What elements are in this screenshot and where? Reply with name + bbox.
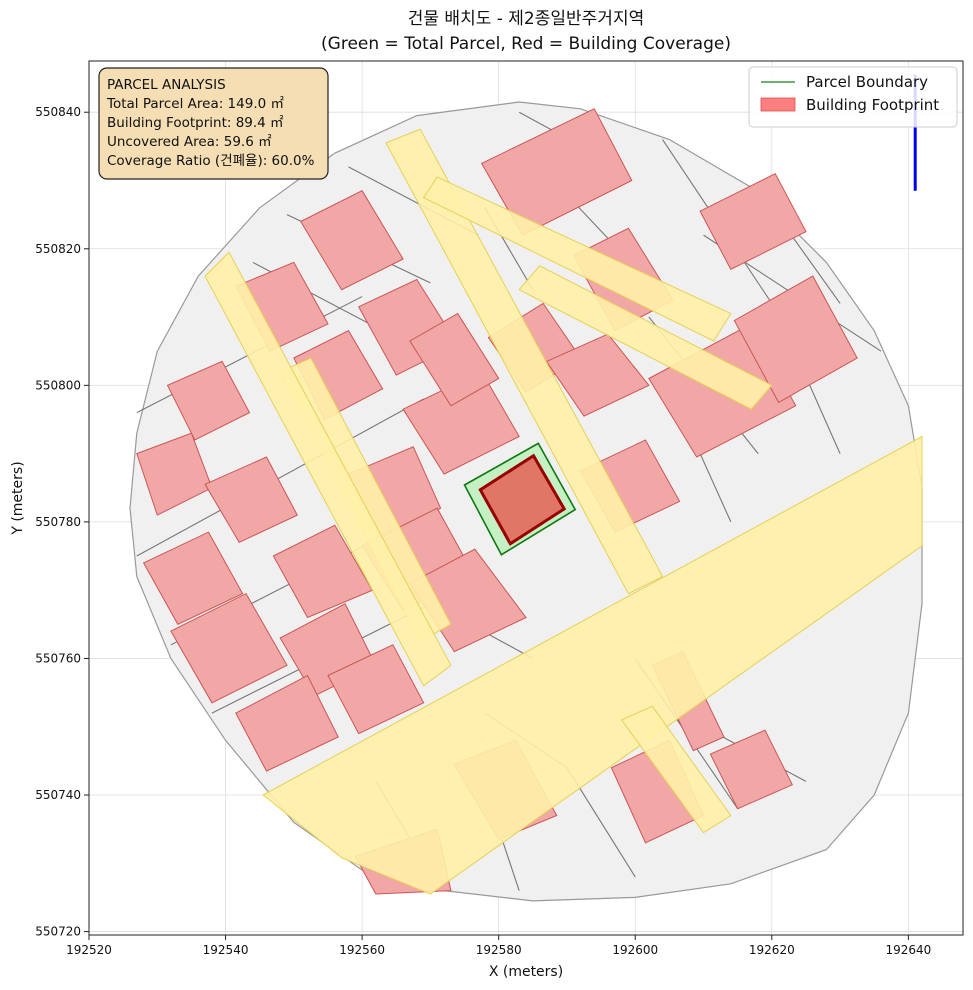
legend-building-label: Building Footprint	[806, 96, 939, 114]
y-tick-label: 550760	[35, 651, 81, 665]
lot-line	[136, 398, 424, 557]
context-building	[166, 360, 251, 441]
context-building	[709, 729, 793, 810]
x-tick-label: 192580	[476, 943, 522, 957]
y-tick-label: 550820	[35, 242, 81, 256]
subject-building	[478, 453, 567, 546]
legend: Parcel Boundary Building Footprint	[748, 66, 958, 128]
legend-building-swatch	[760, 97, 796, 112]
x-tick-label: 192620	[749, 943, 795, 957]
x-tick-label: 192540	[203, 943, 249, 957]
roads-layer	[204, 128, 923, 895]
y-tick-label: 550740	[35, 788, 81, 802]
road	[385, 128, 664, 595]
x-axis-label: X (meters)	[489, 964, 563, 980]
parcel-analysis-box: PARCEL ANALYSIS Total Parcel Area: 149.0…	[98, 67, 329, 180]
info-line-footprint: Building Footprint: 89.4 ㎡	[107, 115, 284, 131]
y-tick-label: 550720	[35, 925, 81, 939]
x-axis-ticks: 192520 192540 192560 192580 192600 192620 1926…	[66, 935, 931, 957]
legend-parcel-label: Parcel Boundary	[806, 73, 928, 91]
context-building	[235, 674, 339, 772]
x-tick-label: 192600	[612, 943, 658, 957]
context-building	[733, 275, 858, 404]
info-line-coverage-ratio: Coverage Ratio (건폐율): 60.0%	[107, 153, 315, 169]
x-tick-label: 192560	[339, 943, 385, 957]
plot-frame	[88, 60, 964, 936]
y-axis-ticks: 550720 550740 550760 550780 550800 550820 5508…	[35, 105, 89, 939]
info-line-uncovered: Uncovered Area: 59.6 ㎡	[107, 134, 272, 150]
context-building	[409, 312, 500, 407]
context-building	[299, 190, 404, 291]
x-tick-label: 192520	[66, 943, 112, 957]
y-tick-label: 550800	[35, 378, 81, 392]
context-building	[170, 592, 288, 704]
road	[204, 251, 452, 687]
y-tick-label: 550840	[35, 105, 81, 119]
y-tick-label: 550780	[35, 515, 81, 529]
x-tick-label: 192640	[885, 943, 931, 957]
road	[518, 265, 773, 410]
chart-title-line2: (Green = Total Parcel, Red = Building Co…	[321, 34, 731, 54]
context-building	[545, 333, 650, 417]
context-building	[204, 456, 298, 544]
info-line-total-area: Total Parcel Area: 149.0 ㎡	[106, 96, 284, 112]
road	[422, 176, 732, 342]
context-building	[142, 531, 244, 625]
subject-parcel-layer	[463, 442, 577, 556]
info-box-background	[98, 67, 329, 180]
legend-box	[748, 66, 958, 128]
road	[262, 435, 923, 895]
road	[620, 705, 732, 834]
info-box-title: PARCEL ANALYSIS	[107, 77, 226, 93]
y-axis-label: Y (meters)	[10, 461, 26, 535]
context-building	[327, 644, 425, 735]
context-building	[699, 173, 807, 270]
chart-title-line1: 건물 배치도 - 제2종일반주거지역	[408, 9, 644, 29]
